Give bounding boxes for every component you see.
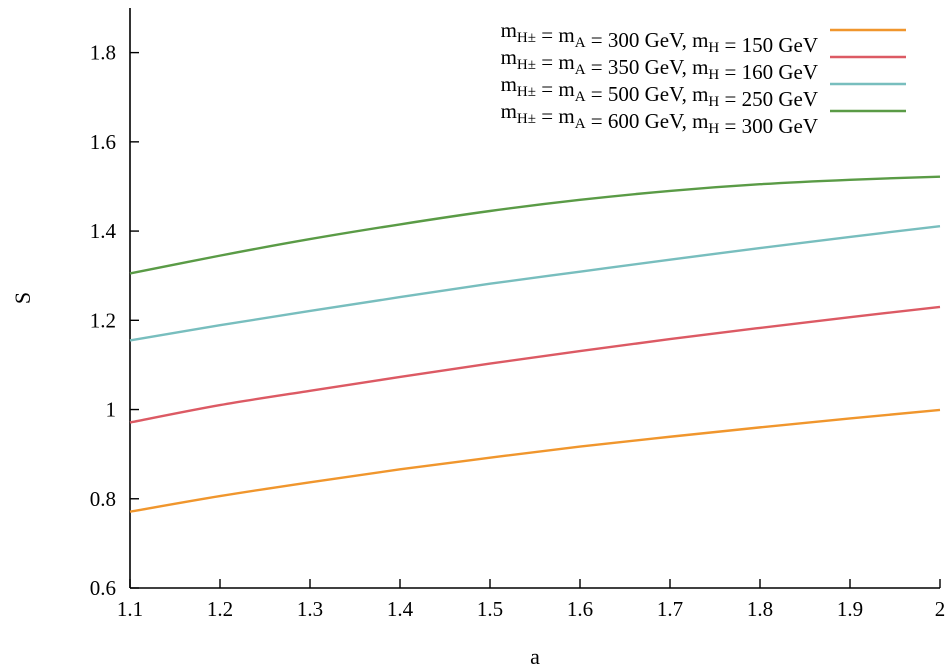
series-line-1 [129, 408, 941, 513]
x-tick-label: 1.2 [207, 597, 233, 621]
y-tick-label: 0.8 [90, 487, 116, 511]
y-tick-label: 1.4 [90, 219, 117, 243]
chart-axes [129, 8, 940, 589]
x-tick-label: 1.3 [297, 597, 323, 621]
chart-series [129, 175, 941, 513]
x-tick-label: 1.4 [387, 597, 414, 621]
y-axis-ticks: 0.6 0.8 1 1.2 1.4 1.6 1.8 [90, 41, 139, 600]
legend-entry-label: mH± = mA = 350 GeV, mH = 160 GeV [501, 45, 818, 84]
x-axis-ticks: 1.1 1.2 1.3 1.4 1.5 1.6 1.7 1.8 1.9 2 [117, 579, 945, 621]
x-tick-label: 1.1 [117, 597, 143, 621]
y-tick-label: 1.2 [90, 308, 116, 332]
y-tick-label: 1.6 [90, 130, 116, 154]
y-tick-label: 1 [106, 398, 117, 422]
x-tick-label: 1.6 [567, 597, 593, 621]
x-tick-label: 1.5 [477, 597, 503, 621]
y-tick-label: 1.8 [90, 41, 116, 65]
x-tick-label: 1.8 [747, 597, 773, 621]
legend-entry-label: mH± = mA = 300 GeV, mH = 150 GeV [501, 18, 818, 57]
series-line-4 [129, 175, 941, 275]
series-line-2 [129, 305, 941, 424]
series-line-3 [129, 224, 941, 342]
x-tick-label: 1.9 [837, 597, 863, 621]
x-tick-label: 2 [935, 597, 946, 621]
legend-entry-label: mH± = mA = 500 GeV, mH = 250 GeV [501, 72, 818, 111]
x-axis-label: a [530, 644, 540, 668]
x-tick-label: 1.7 [657, 597, 683, 621]
y-tick-label: 0.6 [90, 576, 116, 600]
legend-entry-label: mH± = mA = 600 GeV, mH = 300 GeV [501, 99, 818, 138]
y-axis-label: S [10, 292, 35, 304]
